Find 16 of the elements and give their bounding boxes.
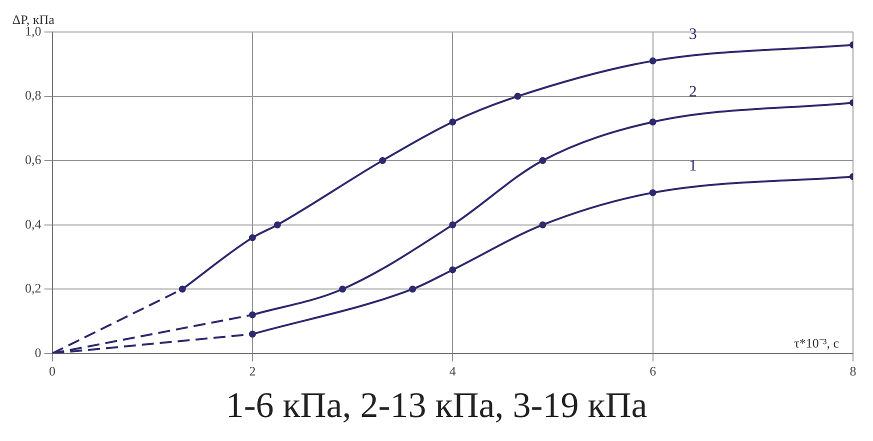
x-tick-label: 0 <box>49 364 56 379</box>
x-tick-label: 2 <box>249 364 256 379</box>
y-tick-label: 0,2 <box>25 280 42 296</box>
x-tick-label: 6 <box>650 364 657 379</box>
y-tick-label: 0,8 <box>25 88 42 103</box>
series-label: 1 <box>688 158 697 175</box>
y-axis-title: ΔP, кПа <box>12 12 55 27</box>
text: 1-6 кПа, 2-13 кПа, 3-19 кПа <box>224 384 648 427</box>
x-tick-label: 8 <box>850 364 856 379</box>
x-tick-label: 4 <box>449 364 456 379</box>
y-tick-label: 0,6 <box>25 152 42 167</box>
series-label: 3 <box>688 26 697 43</box>
y-tick-label: 0 <box>34 344 42 360</box>
x-axis-title: τ*10⁻³, с <box>794 335 840 350</box>
y-tick-label: 0,4 <box>25 216 42 232</box>
series-label: 2 <box>688 84 697 101</box>
